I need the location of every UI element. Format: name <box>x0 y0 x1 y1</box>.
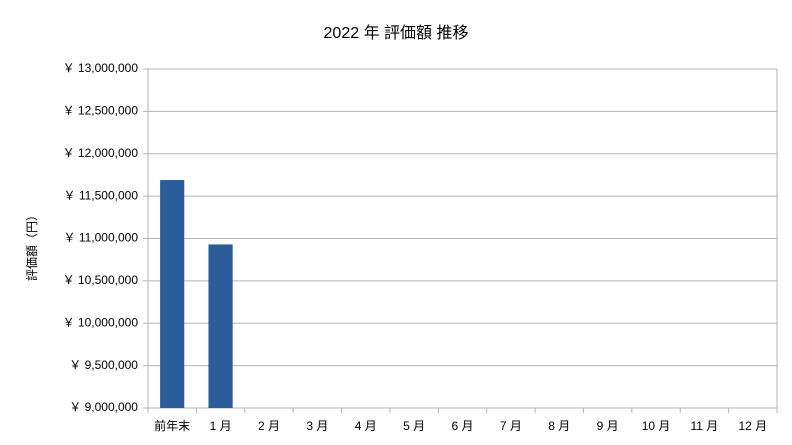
y-tick-label: ￥ 11,500,000 <box>63 188 138 202</box>
y-axis-label: 評価額（円） <box>24 209 39 281</box>
bar <box>160 180 185 408</box>
bar <box>208 244 233 408</box>
x-tick-label: 8 月 <box>548 419 570 433</box>
x-tick-label: 11 月 <box>691 419 719 433</box>
x-tick-label: 2 月 <box>258 419 280 433</box>
y-tick-label: ￥ 12,500,000 <box>63 104 139 118</box>
x-tick-label: 10 月 <box>642 419 671 433</box>
x-tick-label: 6 月 <box>451 419 473 433</box>
x-tick-label: 9 月 <box>597 419 619 433</box>
y-tick-label: ￥ 12,000,000 <box>63 146 139 160</box>
chart-title: 2022 年 評価額 推移 <box>324 24 469 42</box>
y-tick-label: ￥ 9,000,000 <box>69 400 138 414</box>
y-tick-label: ￥ 10,000,000 <box>63 315 139 329</box>
x-tick-label: 12 月 <box>738 419 767 433</box>
x-tick-label: 4 月 <box>355 419 377 433</box>
x-tick-label: 1 月 <box>210 419 232 433</box>
y-tick-label: ￥ 11,000,000 <box>63 231 138 245</box>
x-tick-label: 前年末 <box>154 418 190 433</box>
x-tick-label: 3 月 <box>306 419 328 433</box>
x-tick-label: 5 月 <box>403 419 425 433</box>
y-tick-label: ￥ 9,500,000 <box>69 358 138 372</box>
y-tick-label: ￥ 13,000,000 <box>63 61 139 75</box>
y-tick-label: ￥ 10,500,000 <box>63 273 139 287</box>
x-tick-label: 7 月 <box>500 419 522 433</box>
